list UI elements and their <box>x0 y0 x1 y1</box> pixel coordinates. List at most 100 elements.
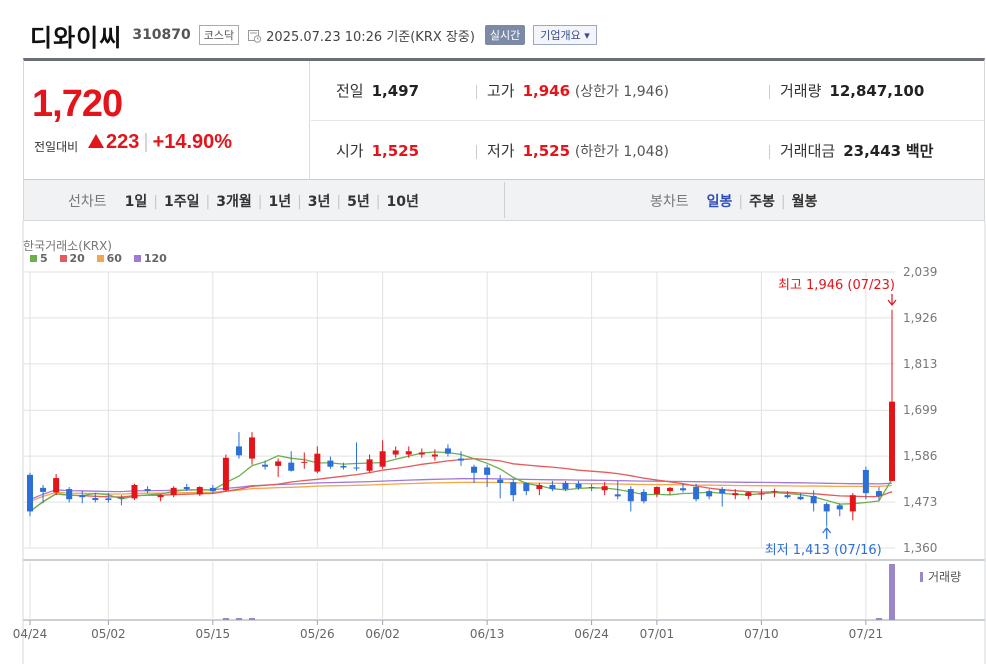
candle-body <box>405 451 412 455</box>
candle-body <box>471 466 478 473</box>
candle-body <box>170 487 177 496</box>
stats-row-divider <box>311 120 984 121</box>
line-chart-label: 선차트 <box>68 194 107 210</box>
y-tick-label: 1,586 <box>903 449 937 463</box>
candle-body <box>614 494 621 497</box>
change-value: 223 <box>106 131 140 153</box>
candle-body <box>862 469 869 494</box>
candle-body <box>666 487 673 492</box>
current-price-box: 1,720 전일대비 223 | +14.90% <box>24 61 310 180</box>
candle-body <box>144 489 151 492</box>
candle-body <box>105 498 112 501</box>
candle-body <box>510 482 517 496</box>
stock-name: 디와이씨 <box>30 23 123 52</box>
candle-body <box>823 504 830 512</box>
volume-bar <box>235 618 242 620</box>
volume-bar <box>249 618 256 620</box>
candle-body <box>379 451 386 467</box>
period-10y[interactable]: 10년 <box>386 194 419 210</box>
stock-header: 디와이씨 310870 코스닥 2025.07.23 10:26 기준(KRX … <box>30 18 597 52</box>
candle-chart-label: 봉차트 <box>650 194 689 210</box>
period-1d[interactable]: 1일 <box>124 194 148 210</box>
candle-body <box>680 488 687 491</box>
chart-source-label: 한국거래소(KRX) <box>23 239 112 253</box>
candle-body <box>40 487 47 492</box>
candle-body <box>444 448 451 454</box>
low-price: 저가 1,525 (하한가 1,048) <box>487 142 669 160</box>
volume-bar <box>222 618 229 620</box>
y-tick-label: 1,699 <box>903 403 937 417</box>
candle-body <box>92 498 99 501</box>
candle-body <box>66 489 73 500</box>
high-arrow <box>887 294 897 306</box>
candle-body <box>458 458 464 461</box>
x-tick-label: 05/26 <box>300 627 335 641</box>
ma20-line <box>29 458 893 512</box>
candle-body <box>418 452 425 455</box>
candle-weekly[interactable]: 주봉 <box>749 194 775 210</box>
candle-body <box>732 493 739 496</box>
x-tick-label: 06/02 <box>365 627 400 641</box>
candle-body <box>810 495 817 504</box>
volume-legend-mark <box>920 572 923 582</box>
x-tick-label: 06/24 <box>574 627 609 641</box>
low-arrow <box>822 527 832 539</box>
current-price: 1,720 <box>32 83 123 125</box>
period-3y[interactable]: 3년 <box>307 194 331 210</box>
volume-bar <box>875 618 882 620</box>
legend-ma60: 60 <box>96 252 122 265</box>
candle-monthly[interactable]: 월봉 <box>791 194 818 210</box>
candle-body <box>745 492 752 496</box>
candle-body <box>340 465 347 468</box>
x-tick-label: 07/10 <box>744 627 779 641</box>
candle-body <box>53 478 60 493</box>
change-separator: | <box>143 131 149 153</box>
candle-body <box>183 487 190 490</box>
period-3m[interactable]: 3개월 <box>216 194 252 210</box>
y-tick-label: 1,813 <box>903 357 937 371</box>
candle-body <box>889 401 895 481</box>
candle-body <box>536 484 543 490</box>
up-triangle-icon <box>88 134 104 148</box>
divider <box>769 145 770 159</box>
candle-body <box>431 454 438 457</box>
period-1y[interactable]: 1년 <box>268 194 292 210</box>
prev-close: 전일 1,497 <box>336 82 420 100</box>
period-toolbar: 선차트 1일 | 1주일 | 3개월 | 1년 | 3년 | 5년 | 10년 봉차트 일봉 | 주봉 | 월봉 <box>23 180 985 221</box>
candle-daily[interactable]: 일봉 <box>706 194 733 210</box>
ma-legend: 5 20 60 120 <box>30 252 175 265</box>
legend-ma20: 20 <box>59 252 85 265</box>
candle-body <box>288 462 295 471</box>
period-5y[interactable]: 5년 <box>347 194 370 210</box>
y-tick-label: 2,039 <box>903 265 937 279</box>
candle-body <box>392 450 399 455</box>
candle-body <box>118 497 125 499</box>
market-badge: 코스닥 <box>198 25 240 45</box>
candle-body <box>275 461 282 466</box>
candle-body <box>784 495 791 498</box>
y-tick-label: 1,926 <box>903 311 937 325</box>
candle-body <box>523 482 530 492</box>
candle-body <box>836 505 843 510</box>
stock-code: 310870 <box>132 27 191 43</box>
candle-body <box>706 491 713 497</box>
clock-icon <box>247 28 262 43</box>
candle-body <box>693 487 700 500</box>
legend-ma5: 5 <box>30 252 48 265</box>
quote-time: 2025.07.23 10:26 기준(KRX 장중) <box>266 29 475 45</box>
realtime-button[interactable]: 실시간 <box>484 25 526 45</box>
y-tick-label: 1,360 <box>903 541 937 555</box>
company-info-dropdown[interactable]: 기업개요 ▾ <box>533 25 597 45</box>
candle-body <box>797 496 804 500</box>
period-1w[interactable]: 1주일 <box>163 194 200 210</box>
divider <box>769 85 770 99</box>
candle-body <box>249 437 256 459</box>
candle-body <box>131 484 138 499</box>
x-tick-label: 06/13 <box>470 627 505 641</box>
change-label: 전일대비 <box>34 140 79 154</box>
candle-body <box>222 457 229 491</box>
change-percent: +14.90% <box>152 131 233 153</box>
candle-body <box>314 453 321 472</box>
candle-body <box>353 467 360 469</box>
